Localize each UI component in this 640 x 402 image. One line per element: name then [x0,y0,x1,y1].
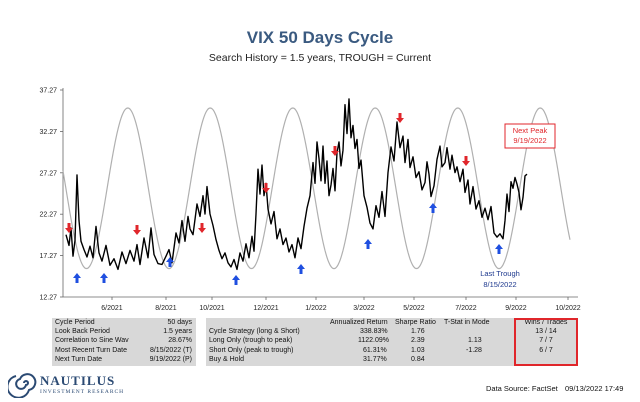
trough-arrow-icon [495,244,503,254]
x-tick-label: 10/2022 [555,305,580,312]
peak-arrow-icon [65,223,73,233]
x-tick-label: 9/2022 [505,305,527,312]
x-tick-label: 12/2021 [253,305,278,312]
stat-row: Correlation to Sine Wav 28.67% [52,336,196,345]
chart-title: VIX 50 Days Cycle [246,28,394,47]
sharpe-ratio: 0.84 [411,355,425,363]
next-peak-label: Next Peak [513,126,548,135]
vix-series-line [65,98,528,271]
x-tick-label: 7/2022 [455,305,477,312]
wins-trades: 13 / 14 [535,328,557,336]
trough-arrow-icon [297,264,305,274]
vix-cycle-chart: 37.27 32.27 27.27 22.27 17.27 12.27 6/2021 8/20… [39,88,580,313]
x-tick-label: 6/2021 [101,305,123,312]
row-label: Cycle Strategy (long & Short) [209,328,300,336]
wins-trades: 7 / 7 [539,337,553,345]
nautilus-shell-icon [8,373,37,398]
stat-label: Cycle Period [55,319,95,326]
table-row: Buy & Hold 31.77% 0.84 [206,355,578,364]
t-stat: -1.28 [466,346,482,354]
peak-arrow-icon [331,146,339,156]
logo-name: NAUTILUS [40,373,116,388]
logo-subtitle: INVESTMENT RESEARCH [40,389,125,395]
row-label: Short Only (peak to trough) [209,346,294,354]
trough-arrow-icon [100,273,108,283]
annualized-return: 31.77% [363,355,387,363]
row-label: Long Only (trough to peak) [209,337,293,345]
trough-arrow-icon [364,239,372,249]
table-row: Cycle Strategy (long & Short) 338.83% 1.… [206,327,578,336]
x-tick-label: 8/2021 [155,305,177,312]
header-annualized-return: Annualized Return [330,319,388,326]
peak-arrow-icon [462,156,470,166]
header-sharpe-ratio: Sharpe Ratio [395,319,436,326]
wins-trades: 6 / 7 [539,346,553,354]
trough-arrow-icon [73,273,81,283]
next-peak-date: 9/19/2022 [513,136,546,145]
header-wins-trades: Wins / Trades [524,319,568,326]
sharpe-ratio: 1.03 [411,346,425,354]
y-tick-label: 17.27 [39,253,57,260]
peak-arrow-icon [262,183,270,193]
stat-value: 28.67% [168,337,192,345]
annualized-return: 61.31% [363,346,387,354]
wins-highlight-box [514,318,578,366]
annualized-return: 1122.09% [358,337,390,345]
stat-row: Look Back Period 1.5 years [52,327,196,336]
y-tick-label: 27.27 [39,170,57,177]
table-header-row: Annualized Return Sharpe Ratio T-Stat in… [206,318,578,327]
next-peak-box [504,123,556,149]
timestamp: 09/13/2022 17:49 [565,384,624,393]
stat-value: 9/19/2022 (P) [149,355,192,363]
y-tick-label: 37.27 [39,88,57,95]
peak-arrow-icon [133,225,141,235]
chart-subtitle: Search History = 1.5 years, TROUGH = Cur… [208,52,432,64]
t-stat: 1.13 [468,337,482,345]
header-tstat: T-Stat in Mode [444,319,490,326]
last-trough-date: 8/15/2022 [483,280,516,289]
y-tick-label: 32.27 [39,129,57,136]
stat-label: Next Turn Date [55,355,103,363]
x-tick-label: 10/2021 [199,305,224,312]
strategy-table: Annualized Return Sharpe Ratio T-Stat in… [206,318,578,366]
table-row: Short Only (peak to trough) 61.31% 1.03 … [206,346,578,355]
stat-label: Look Back Period [55,328,110,336]
x-tick-label: 1/2022 [305,305,327,312]
trough-arrow-icon [232,275,240,285]
x-tick-label: 5/2022 [403,305,425,312]
table-row: Long Only (trough to peak) 1122.09% 2.39… [206,336,578,345]
sharpe-ratio: 2.39 [411,337,425,345]
x-tick-label: 3/2022 [353,305,375,312]
last-trough-label: Last Trough [480,269,520,278]
trough-arrow-icon [166,257,174,267]
stat-row: Most Recent Turn Date 8/15/2022 (T) [52,346,196,355]
y-tick-label: 22.27 [39,212,57,219]
data-source: Data Source: FactSet [486,384,558,393]
y-tick-label: 12.27 [39,295,57,302]
stat-row: Next Turn Date 9/19/2022 (P) [52,355,196,364]
stat-value: 50 days [167,319,192,326]
stat-value: 1.5 years [163,328,192,336]
peak-arrow-icon [396,113,404,123]
sine-wave-line [62,107,571,270]
stat-value: 8/15/2022 (T) [149,346,192,354]
stat-label: Most Recent Turn Date [55,346,127,354]
stat-row: Cycle Period 50 days [52,318,196,327]
annualized-return: 338.83% [360,328,388,336]
trough-arrow-icon [429,203,437,213]
cycle-stats-panel: Cycle Period 50 days Look Back Period 1.5 … [52,318,196,366]
stat-label: Correlation to Sine Wav [55,337,129,345]
row-label: Buy & Hold [209,355,245,363]
sharpe-ratio: 1.76 [411,328,425,336]
peak-arrow-icon [198,223,206,233]
